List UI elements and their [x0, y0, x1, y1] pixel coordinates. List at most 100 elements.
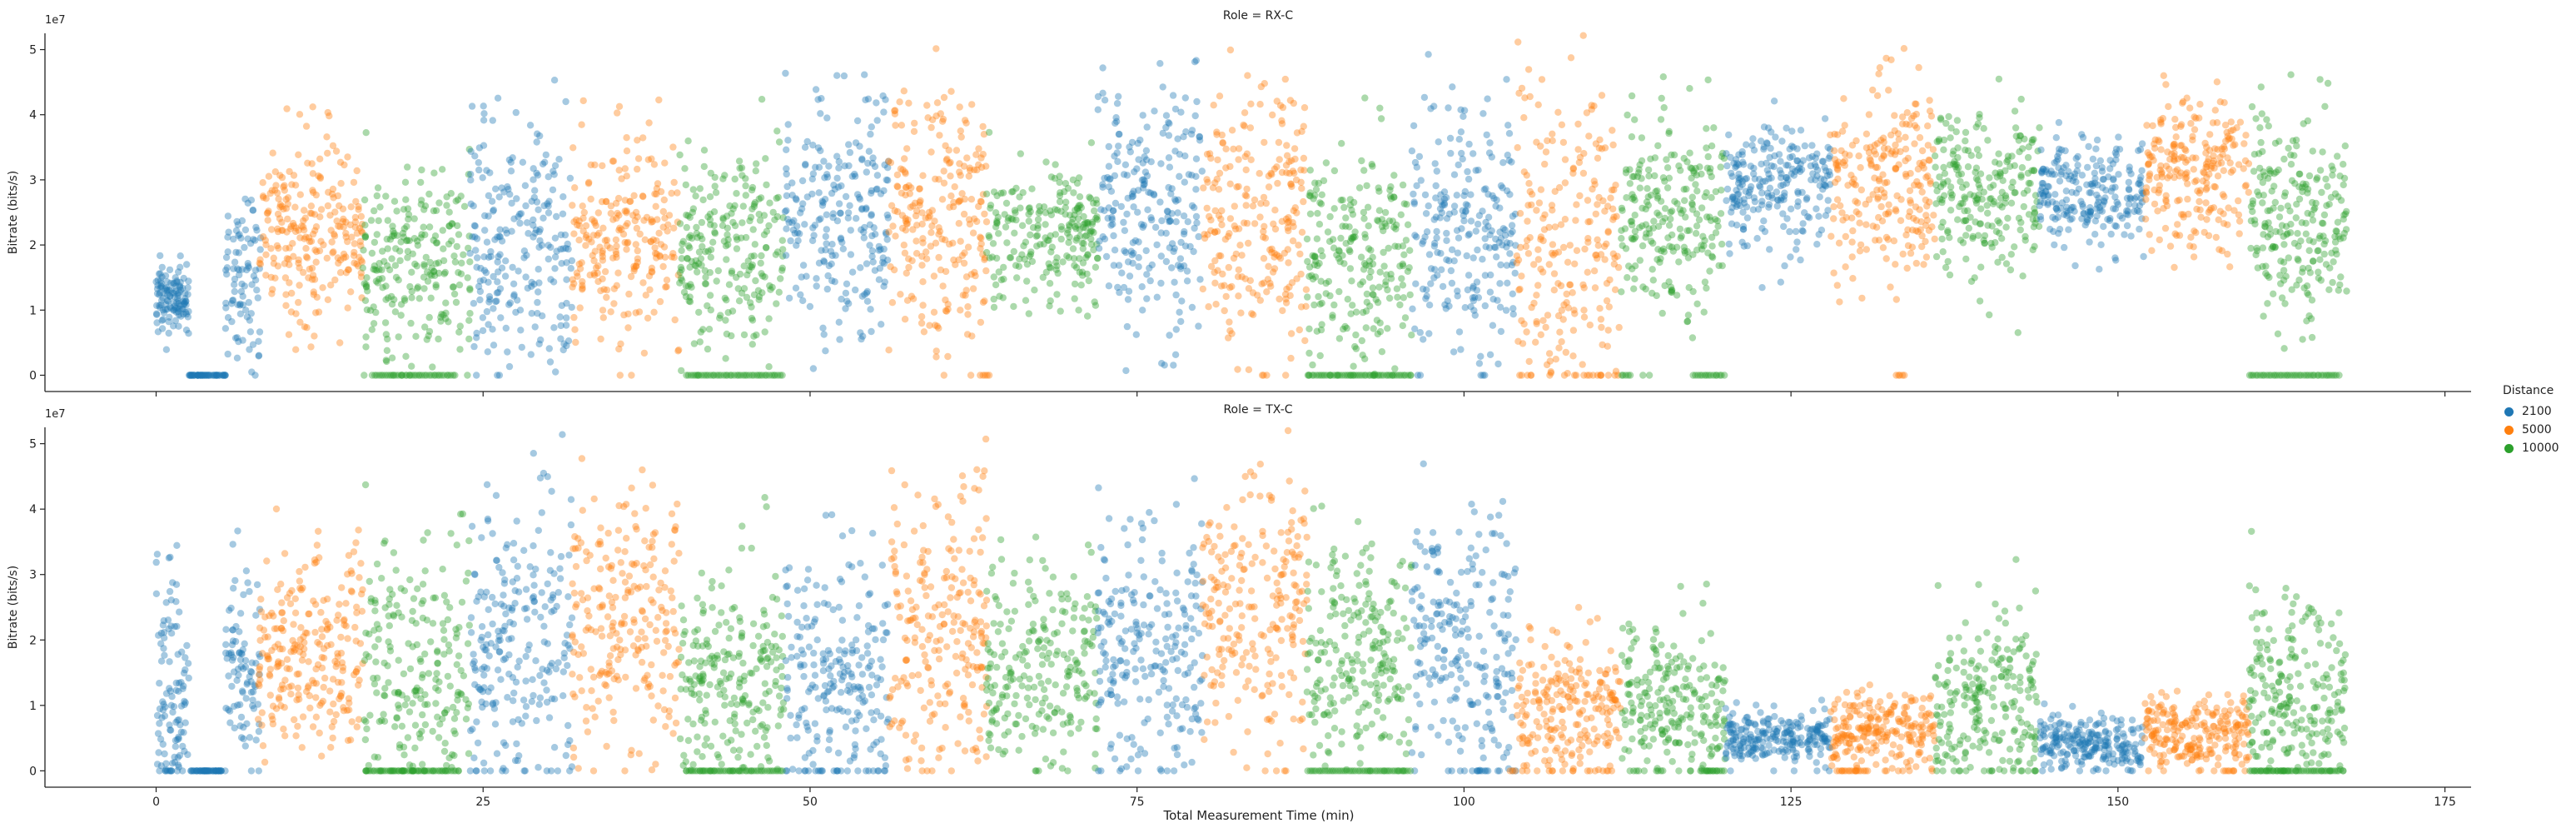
scatter-point-2100	[255, 352, 262, 360]
scatter-point-10000	[678, 367, 685, 375]
scatter-point-5000	[1892, 141, 1899, 149]
scatter-point-2100	[1410, 190, 1417, 198]
scatter-point-10000	[1083, 219, 1091, 227]
scatter-point-10000	[1078, 239, 1087, 247]
scatter-point-10000	[1995, 150, 2002, 157]
scatter-point-10000	[382, 331, 390, 338]
scatter-point-10000	[410, 215, 418, 222]
scatter-point-5000	[288, 289, 296, 297]
scatter-point-10000	[1369, 162, 1376, 170]
scatter-point-2100	[1169, 92, 1177, 99]
scatter-point-2100	[250, 272, 258, 280]
scatter-point-5000	[333, 217, 341, 225]
scatter-point-10000	[431, 272, 439, 279]
scatter-point-10000	[361, 280, 368, 287]
scatter-point-10000	[1406, 291, 1414, 299]
scatter-point-10000	[742, 175, 749, 182]
scatter-point-2100	[1511, 269, 1519, 277]
scatter-point-2100	[231, 334, 240, 342]
scatter-point-5000	[1221, 307, 1228, 315]
scatter-point-5000	[1276, 156, 1283, 163]
scatter-point-5000	[927, 229, 935, 237]
scatter-point-2100	[199, 372, 206, 379]
scatter-point-5000	[933, 99, 942, 107]
scatter-point-10000	[374, 279, 381, 287]
scatter-point-5000	[599, 249, 606, 257]
scatter-point-2100	[1126, 272, 1134, 280]
scatter-point-10000	[404, 163, 411, 171]
scatter-point-10000	[2280, 345, 2288, 352]
scatter-point-10000	[1305, 325, 1313, 332]
scatter-point-5000	[267, 273, 275, 282]
scatter-point-5000	[648, 267, 655, 276]
scatter-point-10000	[2340, 161, 2347, 168]
scatter-point-10000	[1704, 76, 1712, 84]
scatter-point-10000	[1986, 174, 1993, 182]
scatter-point-10000	[1683, 317, 1691, 326]
scatter-point-10000	[719, 216, 727, 223]
scatter-point-10000	[1319, 252, 1326, 260]
scatter-point-10000	[2321, 102, 2329, 110]
scatter-point-2100	[1794, 198, 1802, 206]
scatter-point-5000	[1561, 216, 1569, 223]
scatter-point-2100	[163, 287, 171, 294]
scatter-point-10000	[1400, 294, 1408, 302]
scatter-point-2100	[180, 310, 187, 318]
scatter-point-5000	[1226, 215, 1235, 222]
scatter-point-5000	[1289, 167, 1297, 175]
scatter-point-10000	[452, 298, 460, 307]
scatter-point-10000	[1348, 277, 1355, 285]
scatter-point-5000	[278, 218, 286, 227]
scatter-point-5000	[1581, 245, 1589, 253]
scatter-point-10000	[1045, 260, 1052, 267]
scatter-point-2100	[864, 159, 872, 167]
scatter-point-2100	[2065, 226, 2072, 233]
scatter-point-5000	[295, 151, 302, 158]
scatter-point-2100	[1808, 176, 1815, 184]
scatter-point-10000	[435, 335, 442, 343]
scatter-point-5000	[324, 296, 332, 303]
scatter-point-10000	[1374, 299, 1382, 307]
scatter-point-5000	[1858, 294, 1866, 302]
scatter-point-2100	[1763, 167, 1771, 174]
scatter-point-2100	[496, 233, 504, 241]
scatter-point-5000	[2216, 98, 2224, 106]
scatter-point-5000	[1559, 138, 1568, 147]
scatter-point-10000	[1025, 217, 1033, 225]
scatter-point-5000	[1592, 210, 1600, 218]
scatter-point-10000	[778, 372, 786, 379]
scatter-point-10000	[392, 273, 400, 282]
scatter-point-5000	[644, 314, 652, 322]
scatter-point-5000	[662, 283, 669, 291]
scatter-point-5000	[358, 258, 366, 266]
scatter-point-5000	[306, 209, 314, 217]
scatter-point-5000	[1537, 331, 1545, 338]
scatter-point-2100	[172, 308, 180, 316]
scatter-point-10000	[1967, 277, 1976, 285]
scatter-point-5000	[355, 202, 362, 211]
scatter-point-5000	[930, 308, 938, 316]
scatter-point-2100	[166, 313, 173, 321]
scatter-point-5000	[337, 180, 345, 187]
scatter-point-5000	[291, 227, 300, 236]
scatter-point-5000	[1281, 75, 1290, 83]
scatter-point-2100	[205, 372, 212, 379]
scatter-point-2100	[1101, 235, 1109, 243]
scatter-point-10000	[1964, 207, 1972, 215]
scatter-point-5000	[283, 105, 291, 112]
scatter-point-2100	[517, 327, 525, 334]
scatter-point-10000	[1989, 200, 1997, 207]
scatter-point-2100	[798, 273, 805, 281]
scatter-point-2100	[869, 154, 877, 162]
scatter-point-5000	[656, 297, 664, 306]
scatter-point-2100	[1735, 151, 1743, 158]
scatter-point-5000	[1555, 344, 1563, 352]
scatter-point-5000	[966, 164, 974, 172]
scatter-point-10000	[1310, 195, 1317, 202]
scatter-point-5000	[1924, 142, 1932, 149]
scatter-point-10000	[418, 197, 425, 204]
scatter-point-10000	[445, 318, 452, 326]
scatter-point-2100	[519, 158, 527, 166]
scatter-point-5000	[663, 277, 671, 284]
scatter-point-5000	[674, 189, 681, 197]
